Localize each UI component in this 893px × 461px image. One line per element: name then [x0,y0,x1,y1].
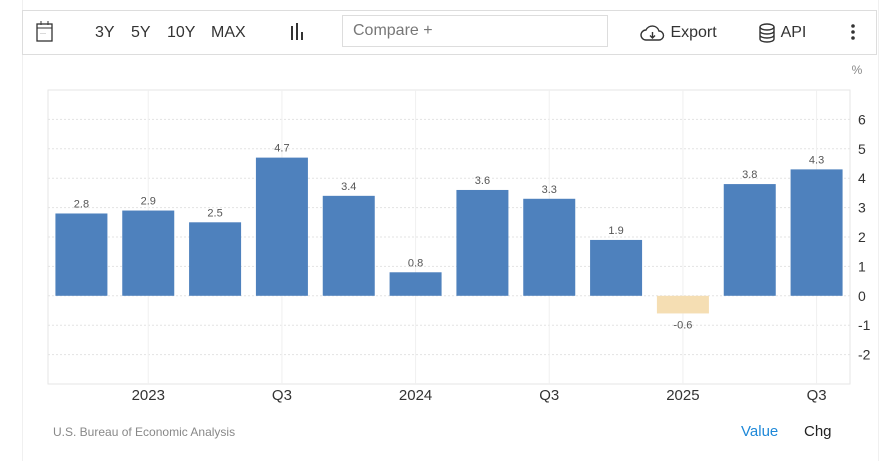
bar [122,210,175,296]
data-label: 4.7 [274,143,289,155]
calendar-icon[interactable]: ··· [35,11,55,54]
source-label: U.S. Bureau of Economic Analysis [53,425,236,439]
api-label: API [780,24,807,41]
export-button[interactable]: Export [640,11,717,54]
y-tick-label: 2 [858,229,866,245]
bar [456,189,509,296]
data-label: 2.9 [141,196,156,208]
value-toggle[interactable]: Value [741,423,779,440]
x-tick-label: Q3 [539,387,559,404]
bar [790,169,843,296]
data-label: 1.9 [608,225,623,237]
range-10y[interactable]: 10Y [167,24,196,41]
bar [656,295,709,314]
range-5y[interactable]: 5Y [131,24,151,41]
data-label: 3.4 [341,181,356,193]
bar [590,239,643,296]
y-tick-label: -1 [858,317,871,333]
svg-text:···: ··· [40,31,46,37]
y-tick-label: 0 [858,288,866,304]
y-tick-label: 6 [858,111,866,127]
toolbar: ··· 3Y 5Y 10Y MAX Export API [22,10,877,55]
data-label: 3.8 [742,169,757,181]
y-tick-label: 5 [858,141,866,157]
data-label: -0.6 [673,319,692,331]
range-max[interactable]: MAX [211,24,246,41]
y-tick-label: 4 [858,170,866,186]
database-icon [759,23,775,43]
data-label: 3.3 [542,184,557,196]
x-tick-label: 2024 [399,387,432,404]
data-label: 0.8 [408,257,423,269]
chg-toggle[interactable]: Chg [804,423,832,440]
unit-label: % [852,63,863,77]
data-label: 2.5 [207,207,222,219]
bar [55,213,108,296]
chart-container [22,0,879,461]
data-label: 3.6 [475,175,490,187]
bar [255,157,308,296]
y-tick-label: -2 [858,347,871,363]
bar [322,195,375,296]
bar [189,222,242,296]
bar [523,198,576,296]
bar [389,272,442,296]
x-tick-label: Q3 [272,387,292,404]
export-label: Export [670,24,717,41]
more-options-icon[interactable] [849,11,857,54]
cloud-download-icon [640,25,665,41]
bar-chart-icon[interactable] [289,11,305,54]
y-tick-label: 1 [858,258,866,274]
x-tick-label: Q3 [807,387,827,404]
data-label: 4.3 [809,154,824,166]
x-tick-label: 2023 [132,387,165,404]
api-button[interactable]: API [757,11,806,54]
compare-input[interactable] [342,15,608,47]
bar [723,184,776,296]
range-3y[interactable]: 3Y [95,24,115,41]
data-label: 2.8 [74,198,89,210]
x-tick-label: 2025 [666,387,699,404]
y-tick-label: 3 [858,200,866,216]
